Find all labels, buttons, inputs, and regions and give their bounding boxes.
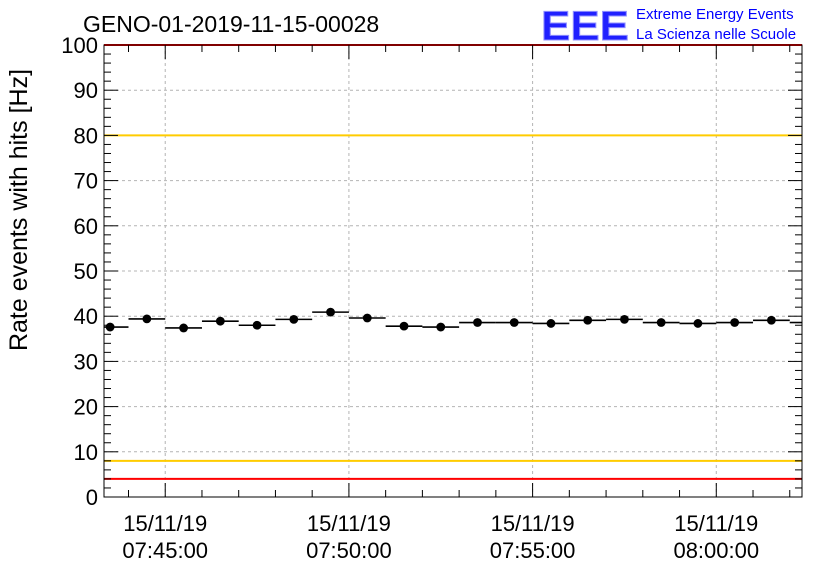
x-tick-time-label: 07:50:00 [306,538,392,563]
data-point [583,315,593,325]
x-tick-time-label: 08:00:00 [673,538,759,563]
y-tick-label: 80 [74,123,98,148]
x-tick-date-label: 15/11/19 [674,511,758,536]
y-tick-label: 100 [61,33,98,58]
x-tick-date-label: 15/11/19 [307,511,391,536]
y-axis-label: Rate events with hits [Hz] [5,69,33,351]
grid [104,45,802,497]
y-tick-label: 30 [74,349,98,374]
y-tick-label: 0 [86,485,98,510]
x-tick-time-label: 07:55:00 [490,538,576,563]
x-tick-date-label: 15/11/19 [123,511,207,536]
data-point [215,316,225,326]
data-point [142,314,152,324]
data-point [179,323,188,333]
y-tick-label: 20 [74,395,98,420]
data-point [326,307,335,317]
data-point [509,318,519,327]
y-tick-label: 50 [74,259,98,284]
data-point [362,313,372,323]
logo-line-2: La Scienza nelle Scuole [636,26,796,43]
data-point [105,322,115,332]
data-point [693,319,703,328]
data-point [436,322,446,332]
data-point [473,318,482,327]
axis-ticks [104,44,802,498]
data-series [104,307,802,333]
x-tick-time-label: 07:45:00 [122,538,208,563]
data-point [656,318,666,327]
eee-logo: EEE Extreme Energy Events La Scienza nel… [541,2,797,50]
eee-logo-mark: EEE [541,2,629,49]
y-tick-label: 40 [74,304,98,329]
y-tick-label: 70 [74,169,98,194]
axis-labels: 010203040506070809010015/11/1907:45:0015… [61,33,759,563]
y-tick-label: 90 [74,78,98,103]
y-tick-label: 10 [74,440,98,465]
data-point [399,321,409,331]
data-point [730,318,740,327]
reference-lines [104,44,802,480]
data-point [252,320,262,330]
y-tick-label: 60 [74,214,98,239]
data-point [620,314,629,324]
chart-title: GENO-01-2019-11-15-00028 [83,11,379,37]
logo-line-1: Extreme Energy Events [636,6,794,23]
data-point [766,315,776,325]
data-point [546,319,556,328]
x-tick-date-label: 15/11/19 [491,511,575,536]
data-point [289,314,299,324]
